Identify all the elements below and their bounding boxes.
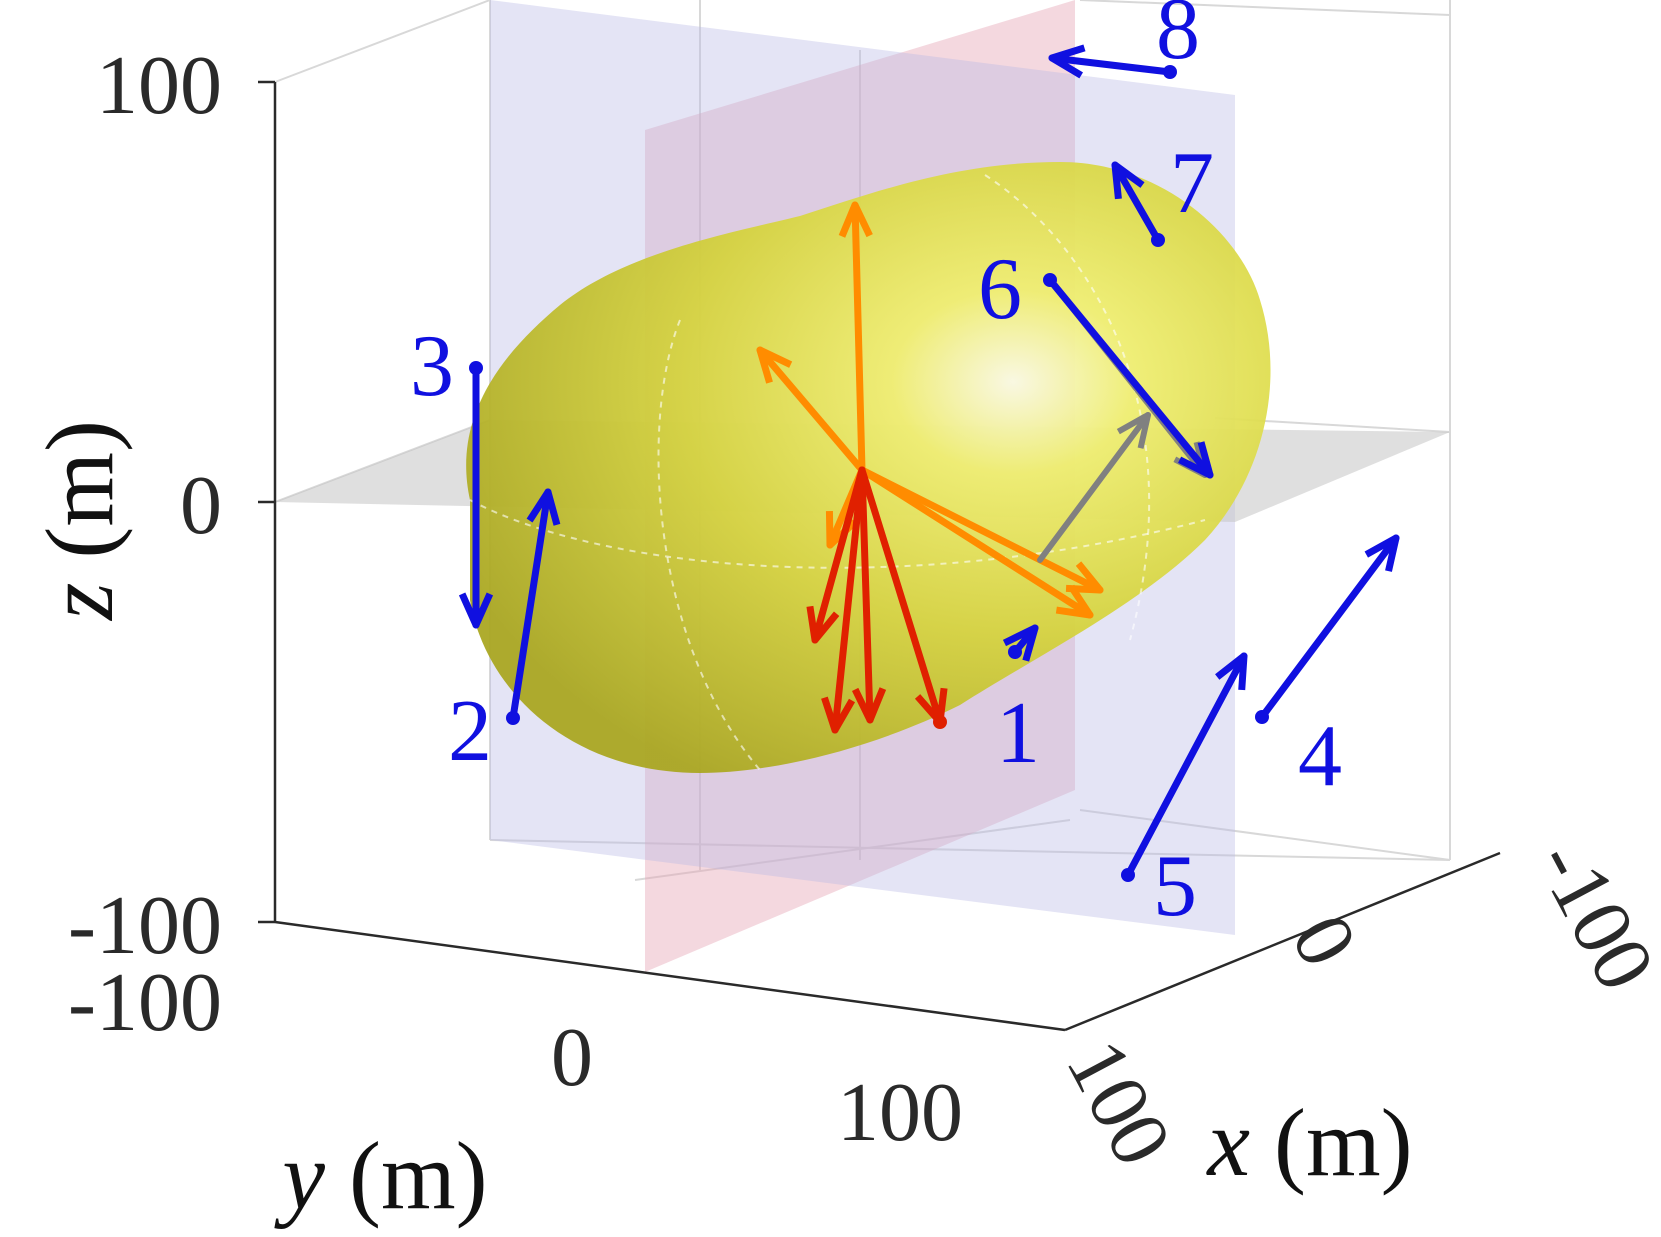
center-vector-3 bbox=[858, 466, 1104, 594]
center-vector-1 bbox=[838, 201, 873, 474]
secondary-vector-1 bbox=[1037, 412, 1151, 563]
x-tick-label: -100 bbox=[1518, 825, 1661, 1005]
vector-label-8: 8 bbox=[1156, 0, 1200, 78]
vector-8 bbox=[1048, 44, 1177, 79]
x-tick-labels: 100 0 -100 bbox=[1048, 825, 1661, 1180]
center-vector-2 bbox=[756, 346, 866, 474]
center-vector-9 bbox=[821, 466, 866, 734]
z-tick-labels: 100 0 -100 bbox=[68, 39, 222, 972]
z-tick-label: -100 bbox=[68, 879, 222, 972]
y-tick-label: 100 bbox=[837, 1066, 963, 1159]
vector-label-5: 5 bbox=[1153, 838, 1197, 935]
vector-3 bbox=[458, 361, 494, 629]
center-vector-7 bbox=[852, 466, 887, 724]
numbered-vectors bbox=[458, 44, 1400, 882]
z-axis-label: z (m) bbox=[26, 420, 133, 622]
vector-4 bbox=[1255, 534, 1400, 724]
y-axis-label: y (m) bbox=[273, 1122, 487, 1229]
y-tick-label: -100 bbox=[68, 956, 222, 1049]
vector-2 bbox=[506, 488, 561, 725]
y-tick-labels: -100 0 100 bbox=[68, 956, 963, 1159]
z-tick-label: 100 bbox=[96, 39, 222, 132]
vector-labels: 1 2 3 4 5 6 7 8 bbox=[410, 0, 1342, 935]
center-vectors bbox=[756, 201, 1104, 734]
center-vector-4 bbox=[858, 466, 1094, 619]
x-tick-label: 0 bbox=[1273, 900, 1375, 981]
vector-label-1: 1 bbox=[996, 685, 1040, 782]
center-vector-6 bbox=[806, 466, 866, 644]
vector-label-2: 2 bbox=[448, 683, 492, 780]
y-tick-label: 0 bbox=[551, 1011, 593, 1104]
vector-5 bbox=[1121, 652, 1248, 882]
vector-label-3: 3 bbox=[410, 318, 454, 415]
x-tick-label: 100 bbox=[1048, 1025, 1189, 1180]
center-vector-tip bbox=[933, 715, 947, 729]
axis-lines bbox=[258, 80, 1501, 1032]
vector-label-4: 4 bbox=[1298, 708, 1342, 805]
x-axis-label: x (m) bbox=[1205, 1089, 1412, 1196]
z-tick-label: 0 bbox=[180, 459, 222, 552]
vector-7 bbox=[1111, 161, 1165, 247]
vector-label-6: 6 bbox=[978, 241, 1022, 338]
vector-1 bbox=[1002, 624, 1039, 662]
vector-6 bbox=[1043, 273, 1214, 479]
ellipsoid-surface bbox=[466, 162, 1271, 773]
vector-label-7: 7 bbox=[1170, 135, 1214, 232]
